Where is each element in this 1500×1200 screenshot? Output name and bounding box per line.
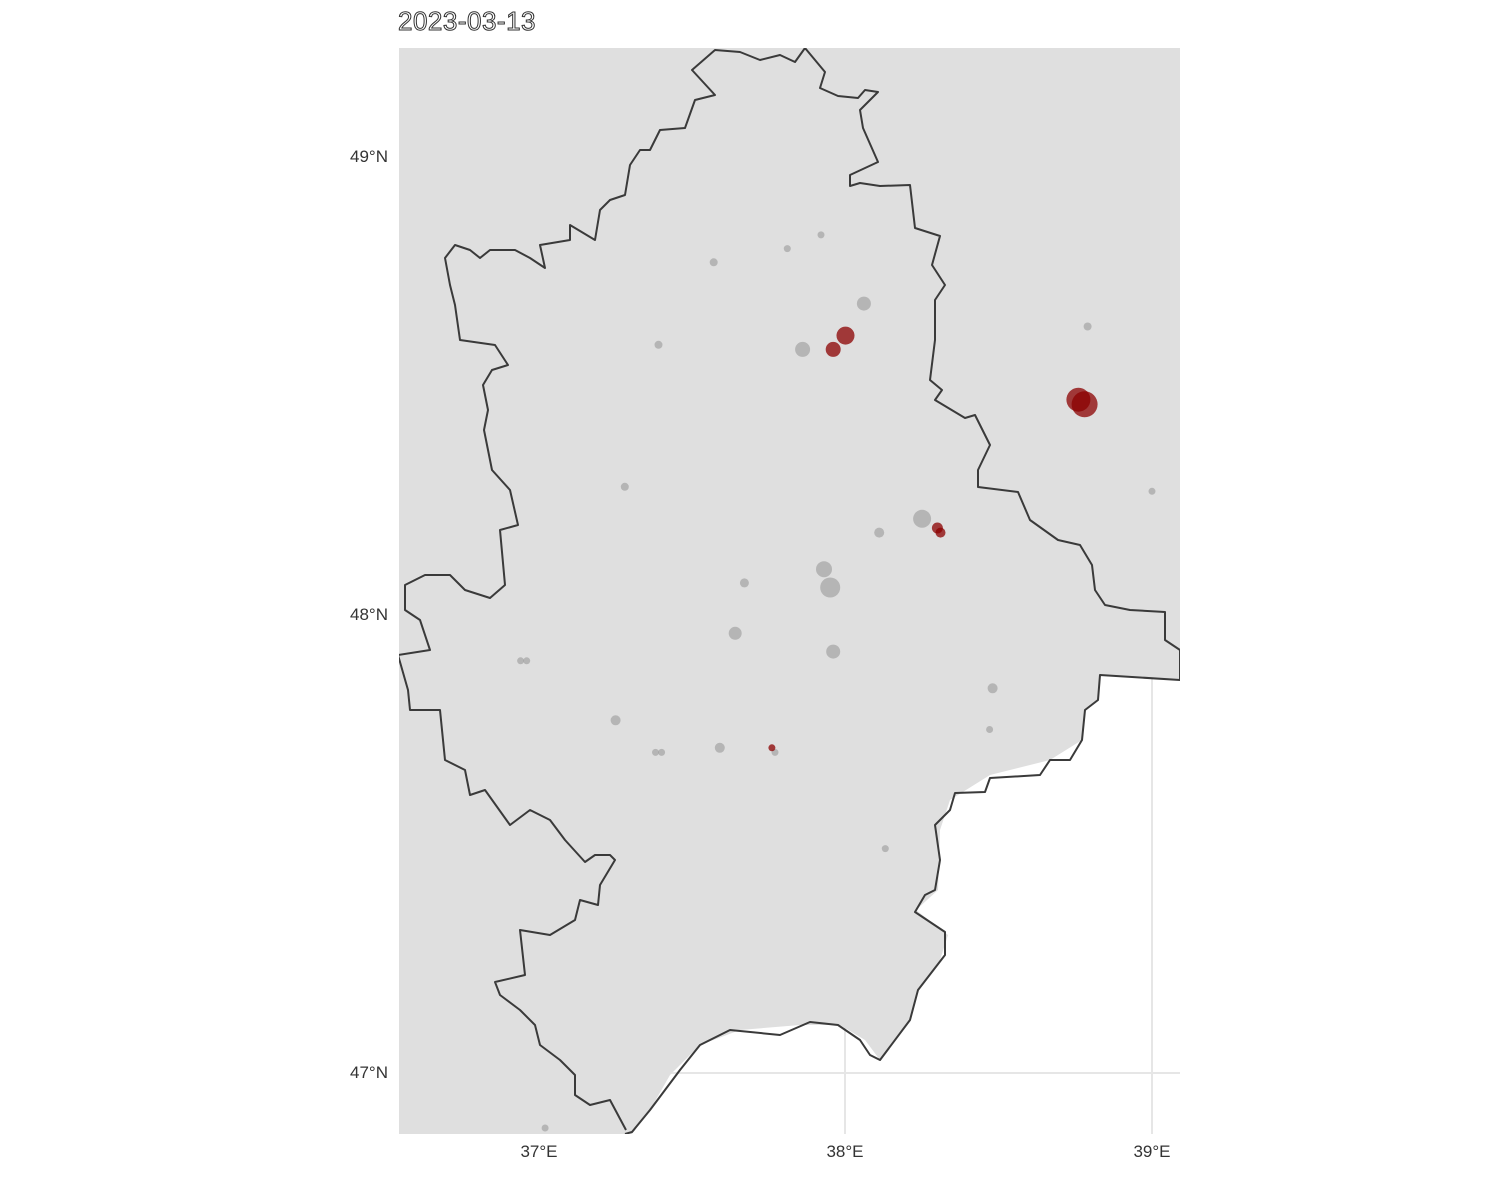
oblast-border	[399, 48, 1180, 1134]
map-point-red-5	[935, 527, 946, 538]
lon-label-38: 38°E	[826, 1142, 864, 1161]
map-point-gray-15	[826, 644, 841, 659]
land-area	[399, 48, 1180, 1134]
map-point-gray-22	[658, 748, 666, 756]
map-point-gray-8	[913, 509, 932, 528]
map-point-red-3	[1071, 391, 1098, 418]
lat-label-47: 47°N	[350, 1063, 388, 1082]
map-point-gray-17	[523, 657, 531, 665]
map-point-gray-21	[652, 748, 659, 756]
map-point-gray-12	[820, 577, 841, 598]
map-point-red-6	[768, 744, 776, 752]
map-point-gray-1	[783, 245, 791, 253]
map-point-gray-7	[620, 482, 629, 491]
lat-label-48: 48°N	[350, 605, 388, 624]
points-layer	[517, 231, 1156, 1132]
map-point-gray-26	[541, 1124, 549, 1132]
map-point-red-1	[825, 341, 841, 357]
map-point-gray-13	[739, 578, 749, 588]
map-point-gray-14	[728, 626, 742, 640]
map-point-gray-3	[856, 296, 871, 311]
map-point-gray-4	[1083, 322, 1092, 331]
lat-label-49: 49°N	[350, 147, 388, 166]
map-point-gray-2	[817, 231, 825, 239]
map-point-gray-16	[517, 657, 525, 665]
map-point-gray-10	[1148, 487, 1156, 495]
map-point-gray-11	[816, 561, 832, 578]
map-point-red-0	[836, 326, 855, 345]
map-title: 2023-03-13	[398, 6, 537, 37]
map-point-gray-20	[986, 726, 994, 733]
lon-label-39: 39°E	[1133, 1142, 1171, 1161]
map-point-gray-18	[987, 683, 998, 694]
map-point-gray-25	[881, 845, 889, 853]
map-point-gray-9	[874, 527, 885, 538]
map-point-gray-23	[714, 742, 725, 753]
map-point-gray-5	[654, 340, 663, 349]
map-point-gray-6	[795, 341, 811, 357]
map-point-gray-0	[709, 258, 718, 267]
map-point-gray-19	[610, 715, 621, 726]
lon-label-37: 37°E	[520, 1142, 558, 1161]
